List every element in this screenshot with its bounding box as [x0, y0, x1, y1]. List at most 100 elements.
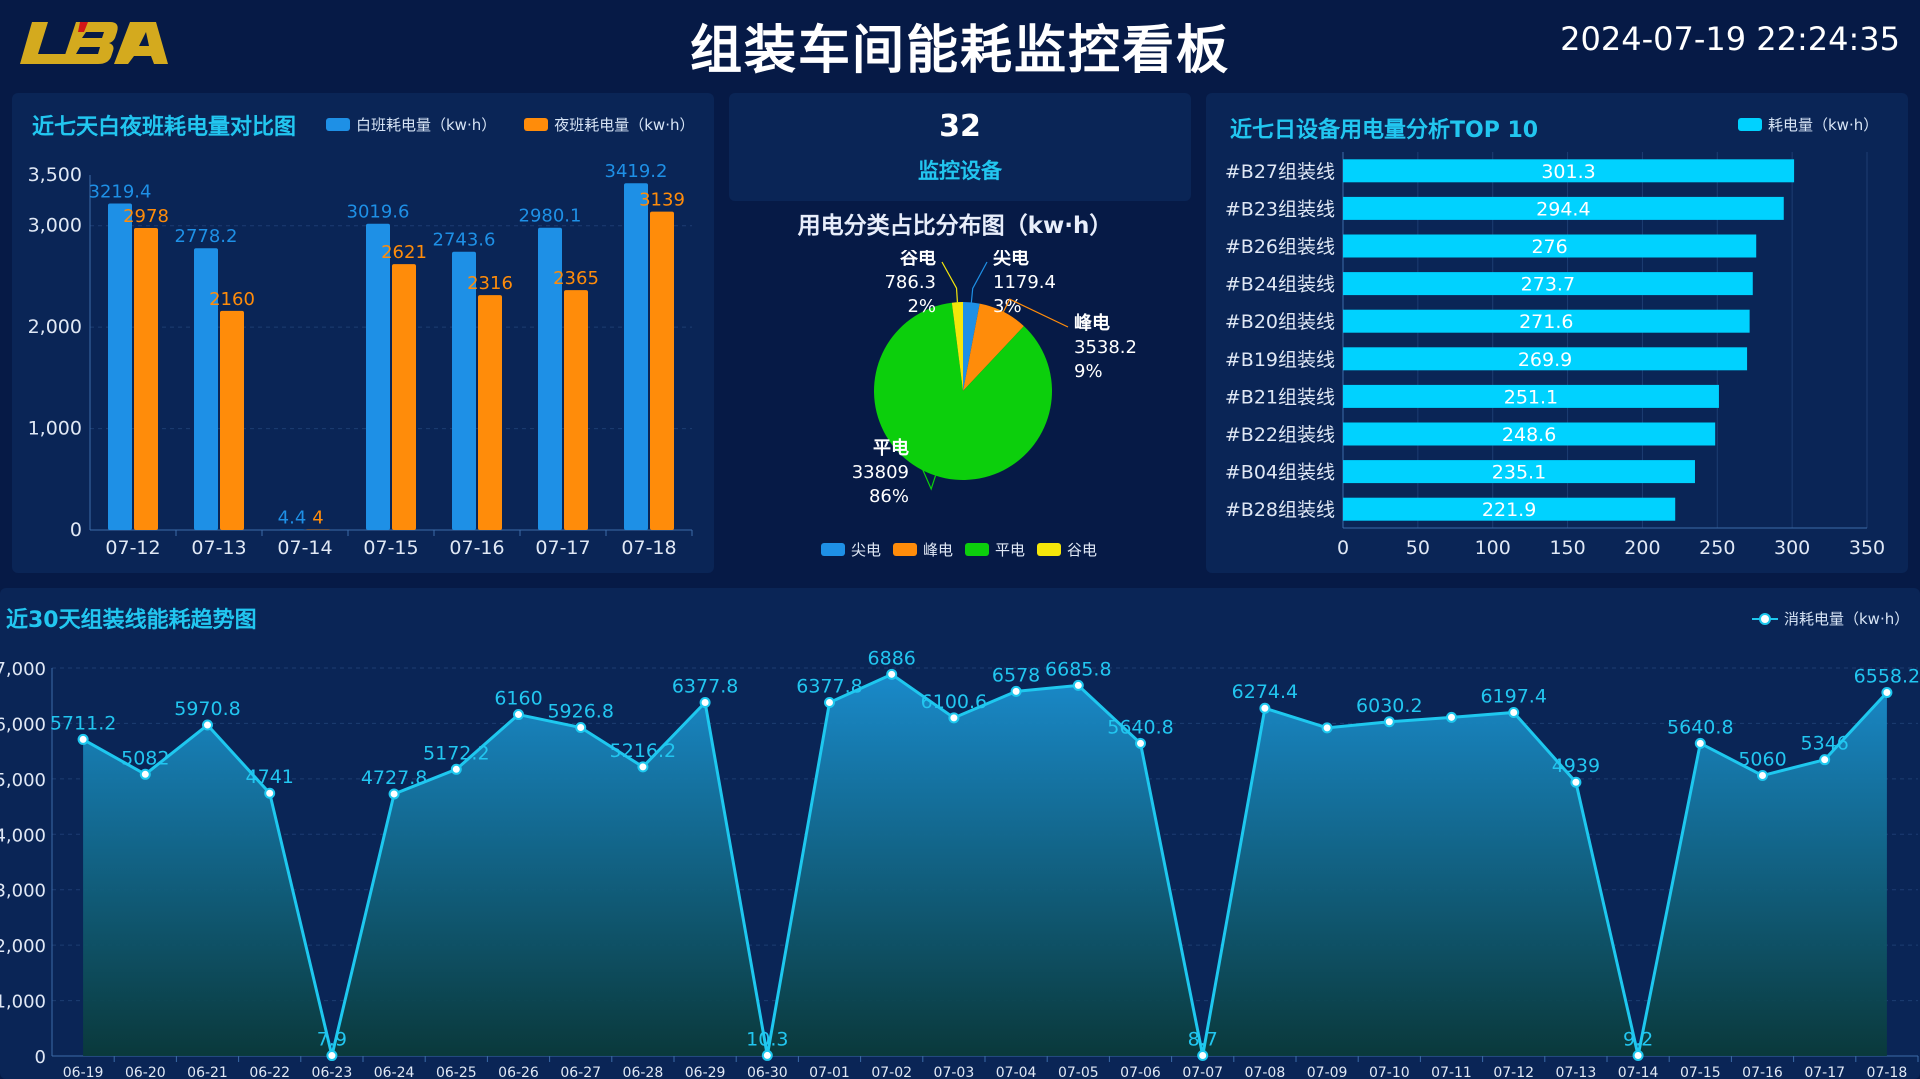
- top10-hbar-chart: 0 50 100 150 200 250 300 350 #B27组装线 301.3 #B23组装线…: [1225, 152, 1885, 559]
- hbar-value-label: 271.6: [1519, 311, 1573, 333]
- x-tick-label: 07-16: [1742, 1065, 1783, 1079]
- y-tick-label: #B22组装线: [1225, 424, 1335, 446]
- trend-data-label: 7.9: [317, 1029, 347, 1051]
- x-tick-label: 200: [1624, 537, 1660, 559]
- x-tick-label: 350: [1849, 537, 1885, 559]
- bar-day: [108, 203, 132, 530]
- hbar-value-label: 251.1: [1504, 386, 1558, 408]
- data-label-night: 4: [312, 508, 323, 529]
- legend-marker-trend: [1752, 612, 1778, 625]
- x-tick-label: 06-25: [436, 1065, 477, 1079]
- trend-data-label: 5640.8: [1667, 716, 1733, 738]
- trend-data-label: 4727.8: [361, 767, 427, 789]
- hbar: [1343, 384, 1719, 408]
- trend-data-label: 10.3: [746, 1028, 788, 1050]
- data-label-day: 2778.2: [175, 226, 238, 247]
- y-tick-label: 2,000: [0, 936, 46, 957]
- bar-night: [478, 295, 502, 530]
- y-tick-label: #B04组装线: [1225, 462, 1335, 484]
- hbar: [1343, 159, 1795, 183]
- trend-point: [575, 721, 587, 733]
- trend-point: [264, 787, 276, 799]
- y-tick-label: #B26组装线: [1225, 236, 1335, 258]
- x-tick-label: 06-28: [623, 1065, 664, 1079]
- trend-point: [1508, 706, 1520, 718]
- data-label-night: 2978: [123, 206, 169, 227]
- trend-point: [1383, 716, 1395, 728]
- x-tick-label: 07-16: [449, 537, 504, 559]
- data-label-day: 3219.4: [89, 181, 152, 202]
- x-tick-label: 07-01: [809, 1065, 850, 1079]
- trend-data-label: 4741: [246, 766, 294, 788]
- data-label-day: 3019.6: [347, 202, 410, 223]
- trend-data-label: 5346: [1801, 733, 1849, 755]
- pie-legend-label: 峰电: [923, 541, 953, 559]
- bar-night: [392, 264, 416, 530]
- trend-data-label: 6377.8: [672, 675, 738, 697]
- x-tick-label: 06-24: [374, 1065, 415, 1079]
- pie-label-line: [970, 261, 988, 303]
- page-title: 组装车间能耗监控看板: [689, 21, 1230, 81]
- x-tick-label: 07-12: [1493, 1065, 1534, 1079]
- trend-point: [824, 696, 835, 708]
- trend-title: 近30天组装线能耗趋势图: [6, 608, 257, 633]
- y-tick-label: 0: [35, 1047, 46, 1068]
- x-tick-label: 07-07: [1182, 1065, 1223, 1079]
- bar-day: [624, 183, 648, 530]
- trend-area: [83, 674, 1887, 1056]
- legend-label-night: 夜班耗电量（kw·h）: [554, 116, 695, 134]
- x-tick-label: 06-20: [125, 1065, 166, 1079]
- trend-data-label: 6274.4: [1232, 681, 1298, 703]
- pie-legend-swatch: [893, 543, 917, 556]
- lba-logo: [20, 22, 168, 64]
- x-tick-label: 07-15: [363, 537, 418, 559]
- x-tick-label: 06-21: [187, 1065, 228, 1079]
- trend-data-label: 5711.2: [50, 712, 116, 734]
- trend-legend[interactable]: 消耗电量（kw·h）: [1752, 608, 1909, 629]
- y-tick-label: #B19组装线: [1225, 349, 1335, 371]
- y-tick-label: #B28组装线: [1225, 499, 1335, 521]
- pie-slice: [963, 303, 1024, 391]
- trend-point: [1197, 1050, 1209, 1062]
- y-tick-label: 3,500: [28, 164, 82, 186]
- legend-label-day: 白班耗电量（kw·h）: [356, 116, 497, 134]
- data-label-day: 2743.6: [433, 230, 496, 251]
- bar-day: [538, 227, 562, 530]
- x-tick-label: 06-29: [685, 1065, 726, 1079]
- pie-label-line: [914, 451, 937, 491]
- pie-label-name: 峰电: [1074, 312, 1110, 334]
- hbar-value-label: 276: [1531, 236, 1567, 258]
- usage-pie-chart: 尖电 1179.4 3% 峰电 3538.2 9% 平电 33809 86% 谷电 786.3 2% 尖…: [821, 250, 1137, 559]
- y-tick-label: 2,000: [28, 316, 82, 338]
- pie-label-name: 尖电: [993, 250, 1029, 269]
- hbar: [1343, 460, 1695, 484]
- trend-data-label: 9.2: [1623, 1028, 1653, 1050]
- trend-point: [513, 709, 524, 721]
- legend-swatch-top10: [1738, 118, 1762, 131]
- data-label-day: 2980.1: [519, 206, 582, 227]
- x-tick-label: 07-05: [1058, 1065, 1099, 1079]
- data-label-night: 2316: [467, 273, 513, 294]
- trend-point: [1757, 770, 1768, 782]
- pie-label-value: 3538.2: [1074, 337, 1137, 358]
- trend-point: [1321, 722, 1333, 734]
- trend-data-label: 6886: [868, 647, 916, 669]
- trend-data-label: 6100.6: [921, 691, 987, 713]
- trend-data-label: 6160: [494, 688, 542, 710]
- y-tick-label: 0: [70, 519, 82, 541]
- data-label-night: 2365: [553, 268, 599, 289]
- x-tick-label: 06-22: [249, 1065, 290, 1079]
- x-tick-label: 07-04: [996, 1065, 1037, 1079]
- y-tick-label: 5,000: [0, 770, 46, 791]
- trend-point: [77, 733, 89, 745]
- trend-point: [948, 712, 960, 724]
- top10-legend[interactable]: 耗电量（kw·h）: [1738, 114, 1878, 135]
- x-tick-label: 07-18: [621, 537, 676, 559]
- x-tick-label: 06-27: [560, 1065, 601, 1079]
- trend-point: [1135, 737, 1146, 749]
- y-tick-label: #B20组装线: [1225, 311, 1335, 333]
- pie-legend-label: 谷电: [1067, 541, 1097, 559]
- x-tick-label: 07-13: [191, 537, 246, 559]
- day-night-legend[interactable]: 白班耗电量（kw·h） 夜班耗电量（kw·h）: [326, 114, 694, 135]
- x-tick-label: 06-23: [312, 1065, 353, 1079]
